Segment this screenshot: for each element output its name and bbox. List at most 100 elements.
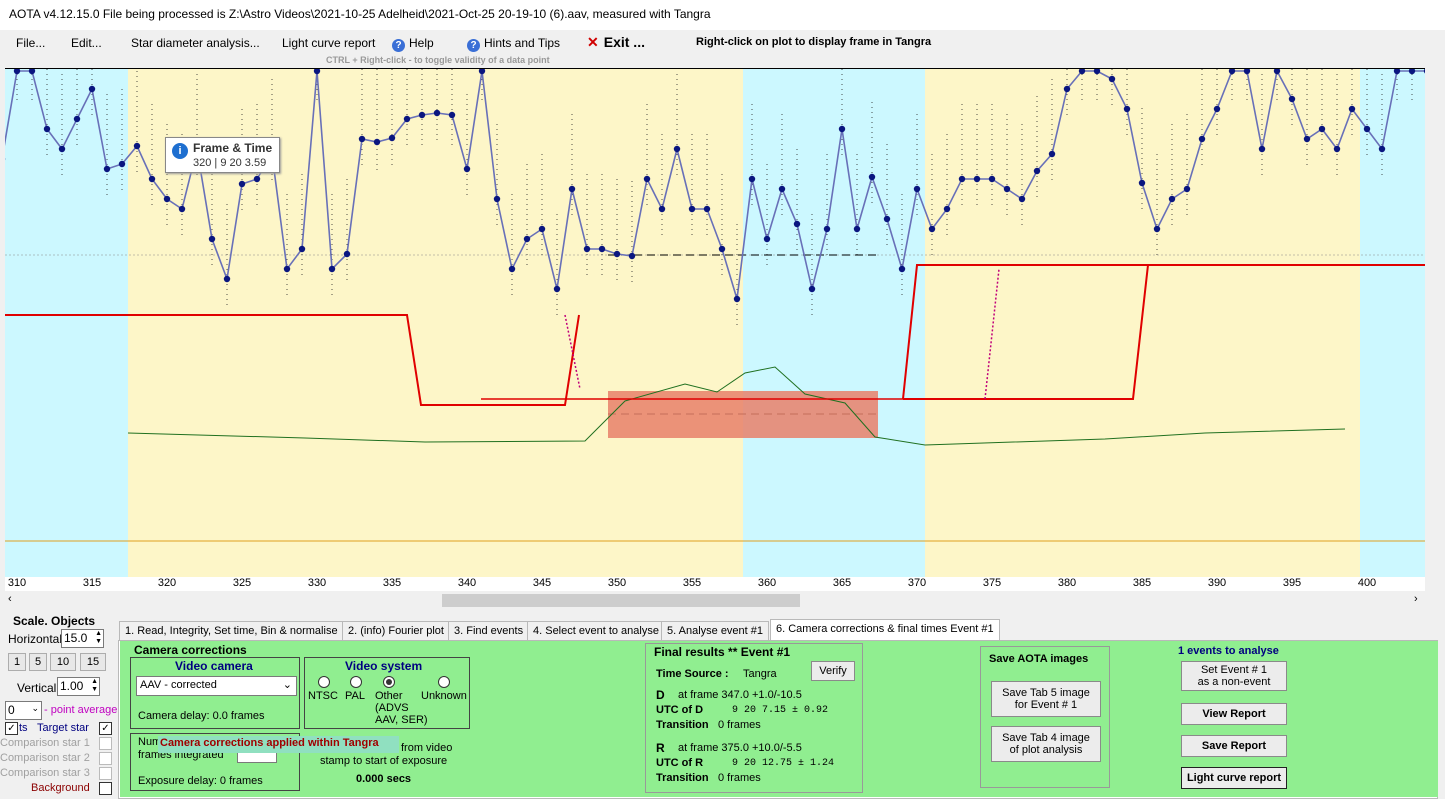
frame-time-tooltip: i Frame & Time 320 | 9 20 3.59 xyxy=(165,137,280,173)
comp3-checkbox[interactable] xyxy=(99,767,112,780)
target-star-checkbox[interactable]: ✓ xyxy=(99,722,112,735)
tab-fourier-plot[interactable]: 2. (info) Fourier plot xyxy=(342,621,450,641)
exposure-delay: Exposure delay: 0 frames xyxy=(138,775,263,787)
utc-r-value: 9 20 12.75 ± 1.24 xyxy=(732,758,835,769)
tab-analyse-event[interactable]: 5. Analyse event #1 xyxy=(661,621,770,641)
data-point xyxy=(148,175,156,183)
vertical-scale-input[interactable]: 1.00 ▲ ▼ xyxy=(57,677,100,696)
plot-band-0 xyxy=(5,69,128,577)
data-point xyxy=(478,69,486,75)
tab-select-event[interactable]: 4. Select event to analyse xyxy=(527,621,665,641)
comp1-checkbox[interactable] xyxy=(99,737,112,750)
scale-10-button[interactable]: 10 xyxy=(50,653,76,671)
menu-exit[interactable]: ✕ Exit ... xyxy=(587,34,645,51)
scroll-left-icon[interactable]: ‹ xyxy=(8,593,12,605)
chevron-down-icon: ⌄ xyxy=(31,703,39,713)
video-camera-group: Video camera AAV - corrected ⌄ Camera del… xyxy=(130,657,300,729)
other-radio[interactable] xyxy=(383,676,395,688)
spin-arrows-icon[interactable]: ▲ ▼ xyxy=(91,678,98,693)
scale-1-button[interactable]: 1 xyxy=(8,653,26,671)
data-point xyxy=(898,265,906,273)
num-label: Num xyxy=(138,736,162,748)
window-title: AOTA v4.12.15.0 File being processed is … xyxy=(0,0,1445,30)
menu-help[interactable]: ? Help xyxy=(392,36,434,52)
view-report-button[interactable]: View Report xyxy=(1181,703,1287,725)
video-camera-title: Video camera xyxy=(175,659,253,673)
comp2-checkbox[interactable] xyxy=(99,752,112,765)
unknown-radio[interactable] xyxy=(438,676,450,688)
menu-hints[interactable]: ? Hints and Tips xyxy=(467,36,560,52)
data-point xyxy=(1318,125,1326,133)
x-tick-label: 315 xyxy=(82,577,102,589)
data-point xyxy=(1348,105,1356,113)
scroll-right-icon[interactable]: › xyxy=(1414,593,1418,605)
point-average-value: 0 xyxy=(8,703,15,717)
data-point xyxy=(223,275,231,283)
data-points xyxy=(5,69,1425,303)
data-point xyxy=(13,69,21,75)
scrollbar-thumb[interactable] xyxy=(442,594,800,607)
tab-find-events[interactable]: 3. Find events xyxy=(448,621,530,641)
data-point xyxy=(358,135,366,143)
menu-file[interactable]: File... xyxy=(16,36,46,50)
data-point xyxy=(1408,69,1416,75)
save-tab4-button[interactable]: Save Tab 4 image of plot analysis xyxy=(991,726,1101,762)
data-point xyxy=(718,245,726,253)
data-point xyxy=(1138,179,1146,187)
events-to-analyse: 1 events to analyse xyxy=(1178,645,1279,657)
camera-corrections-applied-banner: Camera corrections applied within Tangra xyxy=(158,736,399,753)
x-tick-label: 355 xyxy=(682,577,702,589)
data-point xyxy=(1213,105,1221,113)
data-point xyxy=(703,205,711,213)
light-curve-report-button[interactable]: Light curve report xyxy=(1181,767,1287,789)
data-point xyxy=(853,225,861,233)
x-tick-label: 320 xyxy=(157,577,177,589)
data-point xyxy=(433,109,441,117)
scale-objects-panel: Scale. Objects Horizontal 15.0 ▲ ▼ 1 5 10 … xyxy=(0,609,118,799)
plot-canvas[interactable] xyxy=(5,69,1425,577)
point-average-select[interactable]: 0 ⌄ xyxy=(5,701,42,720)
data-point xyxy=(1228,69,1236,75)
save-tab5-button[interactable]: Save Tab 5 image for Event # 1 xyxy=(991,681,1101,717)
data-point xyxy=(1258,145,1266,153)
x-tick-label: 380 xyxy=(1057,577,1077,589)
save-report-button[interactable]: Save Report xyxy=(1181,735,1287,757)
pal-radio[interactable] xyxy=(350,676,362,688)
horizontal-scale-input[interactable]: 15.0 ▲ ▼ xyxy=(61,629,104,648)
final-results-group: Final results ** Event #1 Time Source : … xyxy=(645,643,863,793)
menu-hints-label: Hints and Tips xyxy=(484,36,561,50)
data-point xyxy=(208,235,216,243)
video-system-title: Video system xyxy=(345,659,423,673)
time-source-label: Time Source : xyxy=(656,668,729,680)
set-non-event-button[interactable]: Set Event # 1 as a non-event xyxy=(1181,661,1287,691)
scale-5-button[interactable]: 5 xyxy=(29,653,47,671)
event-bottom-region xyxy=(608,391,878,438)
verify-button[interactable]: Verify xyxy=(811,661,855,681)
comp1-label: Comparison star 1 xyxy=(0,737,90,749)
ntsc-radio[interactable] xyxy=(318,676,330,688)
tab-camera-corrections[interactable]: 6. Camera corrections & final times Even… xyxy=(770,619,1000,641)
x-axis-ticks: 310 315 320 325 330 335 340 345 350 355 360 365 370 3… xyxy=(5,576,1425,592)
menu-star-diameter[interactable]: Star diameter analysis... xyxy=(131,36,260,50)
data-point xyxy=(313,69,321,75)
data-point xyxy=(748,175,756,183)
light-curve-plot[interactable]: i Frame & Time 320 | 9 20 3.59 xyxy=(5,68,1425,591)
comparison-green-line xyxy=(127,366,1346,446)
data-point xyxy=(133,142,141,150)
spin-arrows-icon[interactable]: ▲ ▼ xyxy=(95,630,102,645)
menu-light-curve-report[interactable]: Light curve report xyxy=(282,36,376,50)
scale-15-button[interactable]: 15 xyxy=(80,653,106,671)
data-point xyxy=(463,165,471,173)
data-point xyxy=(388,134,396,142)
tab-read-integrity[interactable]: 1. Read, Integrity, Set time, Bin & norm… xyxy=(119,621,344,641)
camera-type-select[interactable]: AAV - corrected ⌄ xyxy=(136,676,297,696)
data-point xyxy=(1393,69,1401,75)
x-tick-label: 310 xyxy=(7,577,27,589)
data-point xyxy=(1123,105,1131,113)
right-click-hint: Right-click on plot to display frame in … xyxy=(696,36,932,48)
x-tick-label: 360 xyxy=(757,577,777,589)
background-checkbox[interactable] xyxy=(99,782,112,795)
data-point xyxy=(1273,69,1281,75)
points-checkbox[interactable]: ✓ xyxy=(5,722,18,735)
menu-edit[interactable]: Edit... xyxy=(71,36,102,50)
